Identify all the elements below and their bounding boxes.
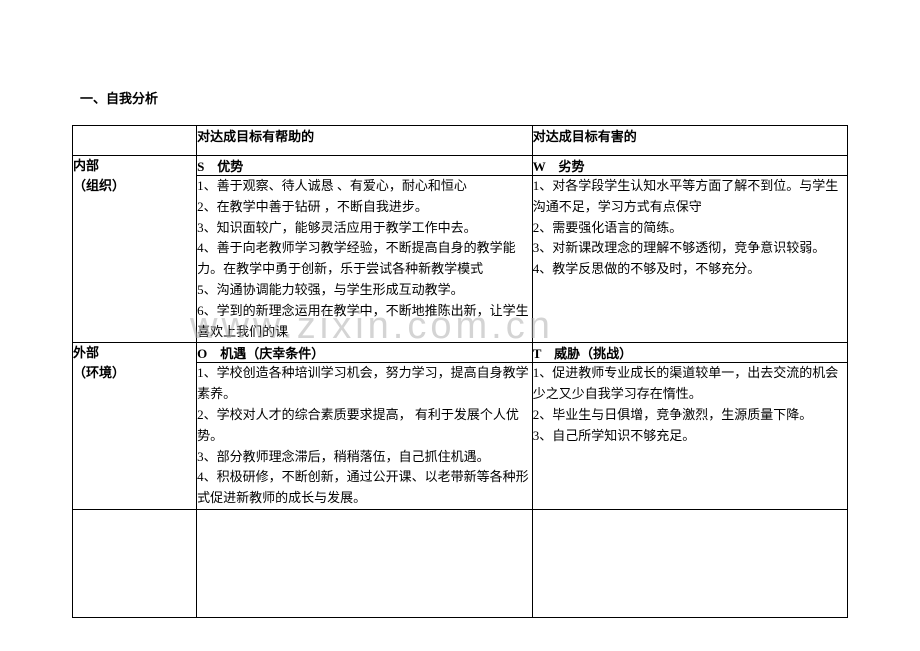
opportunity-item: 3、部分教师理念滞后，稍稍落伍，自己抓住机遇。 — [197, 447, 532, 468]
internal-header-row: 内部 （组织） S 优势 W 劣势 — [73, 156, 848, 176]
opportunities-header: O 机遇（庆幸条件） — [197, 343, 533, 363]
strength-item: 1、善于观察、待人诚恳 、有爱心，耐心和恒心 — [197, 176, 532, 197]
opportunity-item: 2、学校对人才的综合素质要求提高， 有利于发展个人优势。 — [197, 405, 532, 447]
bottom-cell-1 — [73, 509, 197, 617]
swot-table: 对达成目标有帮助的 对达成目标有害的 内部 （组织） S 优势 W 劣势 1、善… — [72, 125, 848, 618]
strengths-content: 1、善于观察、待人诚恳 、有爱心，耐心和恒心 2、在教学中善于钻研 ，不断自我进… — [197, 176, 533, 343]
internal-label-line1: 内部 — [73, 158, 99, 173]
external-header-row: 外部 （环境） O 机遇（庆幸条件） T 威胁（挑战） — [73, 343, 848, 363]
threat-item: 2、毕业生与日俱增，竞争激烈，生源质量下降。 — [533, 405, 847, 426]
external-label-line2: （环境） — [73, 365, 125, 380]
threat-item: 1、促进教师专业成长的渠道较单一，出去交流的机会少之又少自我学习存在惰性。 — [533, 363, 847, 405]
external-label-cell: 外部 （环境） — [73, 343, 197, 510]
strength-item: 6、学到的新理念运用在教学中，不断地推陈出新，让学生喜欢上我们的课 — [197, 301, 532, 343]
weakness-item: 3、对新课改理念的理解不够透彻，竞争意识较弱。 — [533, 238, 847, 259]
opportunity-item: 1、学校创造各种培训学习机会，努力学习，提高自身教学素养。 — [197, 363, 532, 405]
opportunity-item: 4、积极研修，不断创新，通过公开课、以老带新等各种形式促进新教师的成长与发展。 — [197, 467, 532, 509]
strength-item: 4、善于向老教师学习教学经验，不断提高自身的教学能力。在教学中勇于创新，乐于尝试… — [197, 238, 532, 280]
strength-item: 3、知识面较广，能够灵活应用于教学工作中去。 — [197, 218, 532, 239]
weaknesses-header: W 劣势 — [532, 156, 847, 176]
external-label-line1: 外部 — [73, 345, 99, 360]
opportunities-content: 1、学校创造各种培训学习机会，努力学习，提高自身教学素养。 2、学校对人才的综合… — [197, 363, 533, 510]
strength-item: 5、沟通协调能力较强，与学生形成互动教学。 — [197, 280, 532, 301]
strengths-header: S 优势 — [197, 156, 533, 176]
threats-header: T 威胁（挑战） — [532, 343, 847, 363]
bottom-cell-2 — [197, 509, 533, 617]
weaknesses-content: 1、对各学段学生认知水平等方面了解不到位。与学生沟通不足，学习方式有点保守 2、… — [532, 176, 847, 343]
internal-label-line2: （组织） — [73, 178, 125, 193]
threat-item: 3、自己所学知识不够充足。 — [533, 426, 847, 447]
bottom-cell-3 — [532, 509, 847, 617]
weakness-item: 1、对各学段学生认知水平等方面了解不到位。与学生沟通不足，学习方式有点保守 — [533, 176, 847, 218]
internal-label-cell: 内部 （组织） — [73, 156, 197, 343]
page-title: 一、自我分析 — [80, 88, 848, 107]
bottom-spacer-row — [73, 509, 848, 617]
table-header-row: 对达成目标有帮助的 对达成目标有害的 — [73, 126, 848, 156]
weakness-item: 2、需要强化语言的简练。 — [533, 218, 847, 239]
header-harmful: 对达成目标有害的 — [532, 126, 847, 156]
header-empty-cell — [73, 126, 197, 156]
strength-item: 2、在教学中善于钻研 ，不断自我进步。 — [197, 197, 532, 218]
weakness-item: 4、教学反思做的不够及时，不够充分。 — [533, 259, 847, 280]
header-helpful: 对达成目标有帮助的 — [197, 126, 533, 156]
threats-content: 1、促进教师专业成长的渠道较单一，出去交流的机会少之又少自我学习存在惰性。 2、… — [532, 363, 847, 510]
